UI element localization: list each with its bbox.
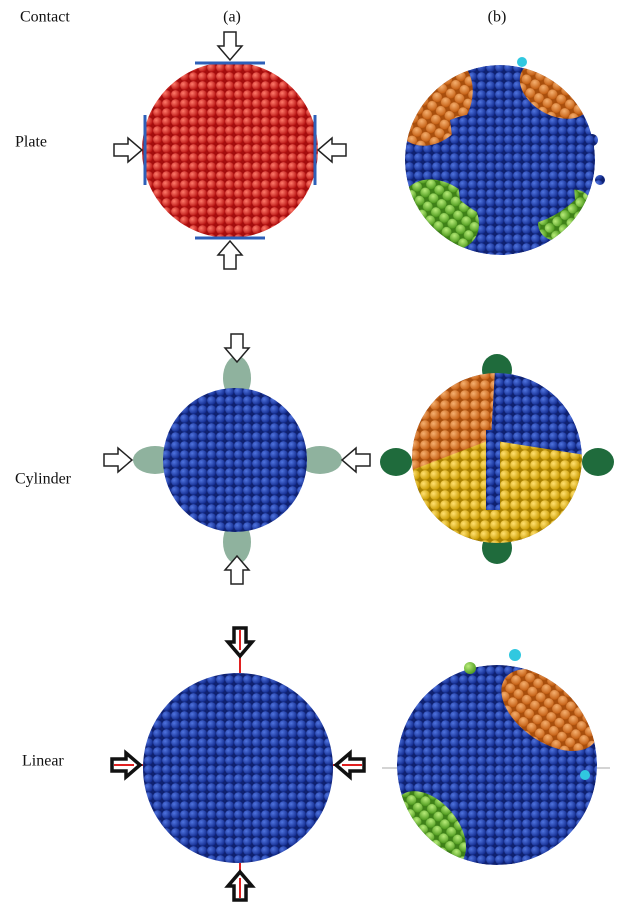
row-label: Linear (22, 753, 64, 770)
arrow (318, 138, 346, 162)
cylinder-b (380, 354, 614, 564)
particle-disc (142, 62, 318, 238)
plate-b (375, 39, 605, 265)
arrow (112, 753, 140, 777)
header-col-b: (b) (488, 9, 507, 26)
arrow (225, 556, 249, 584)
arrow (114, 138, 142, 162)
particle-disc (163, 388, 307, 532)
arrow (336, 753, 364, 777)
arrow (228, 872, 252, 900)
header-contact: Contact (20, 9, 70, 26)
row-label: Cylinder (15, 471, 72, 488)
linear-b (380, 649, 614, 882)
arrow (218, 241, 242, 269)
particle-disc (143, 673, 333, 863)
linear-a (112, 628, 364, 900)
figure: Contact (a) (b) Plate Cylinder Linear (0, 0, 621, 903)
plate-a (114, 32, 346, 269)
row-label: Plate (15, 134, 47, 151)
header-col-a: (a) (223, 9, 241, 26)
arrow (218, 32, 242, 60)
arrow (104, 448, 132, 472)
arrow (342, 448, 370, 472)
arrow (228, 628, 252, 656)
arrow (225, 334, 249, 362)
cylinder-a (104, 334, 370, 584)
